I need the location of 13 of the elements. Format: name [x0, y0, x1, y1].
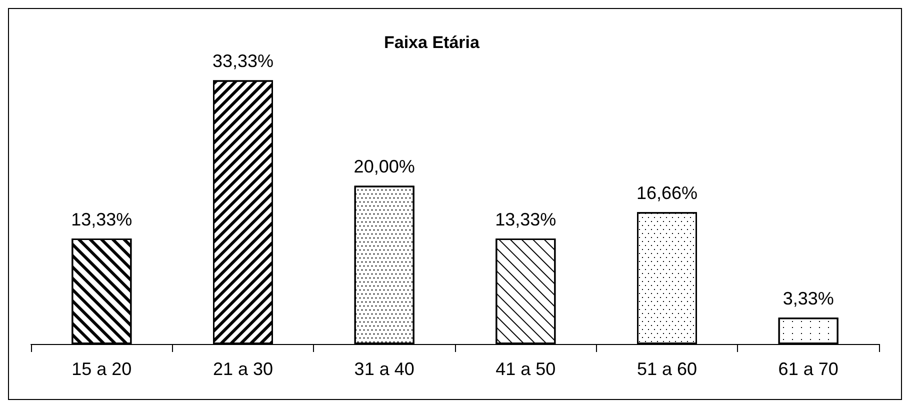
- x-tick-label: 31 a 40: [354, 359, 414, 379]
- x-tick-label: 21 a 30: [212, 359, 274, 379]
- chart-title: Faixa Etária: [384, 33, 480, 52]
- data-label: 33,33%: [212, 51, 274, 72]
- data-label: 20,00%: [354, 156, 415, 177]
- data-label: 16,66%: [636, 183, 698, 204]
- x-tick-label: 41 a 50: [496, 359, 556, 379]
- x-tick-label: 61 a 70: [778, 359, 838, 379]
- data-label: 13,33%: [71, 210, 132, 230]
- x-tick-label: 51 a 60: [636, 359, 698, 379]
- x-tick-label: 15 a 20: [72, 359, 132, 379]
- data-label: 13,33%: [495, 210, 556, 230]
- data-label: 3,33%: [782, 288, 834, 309]
